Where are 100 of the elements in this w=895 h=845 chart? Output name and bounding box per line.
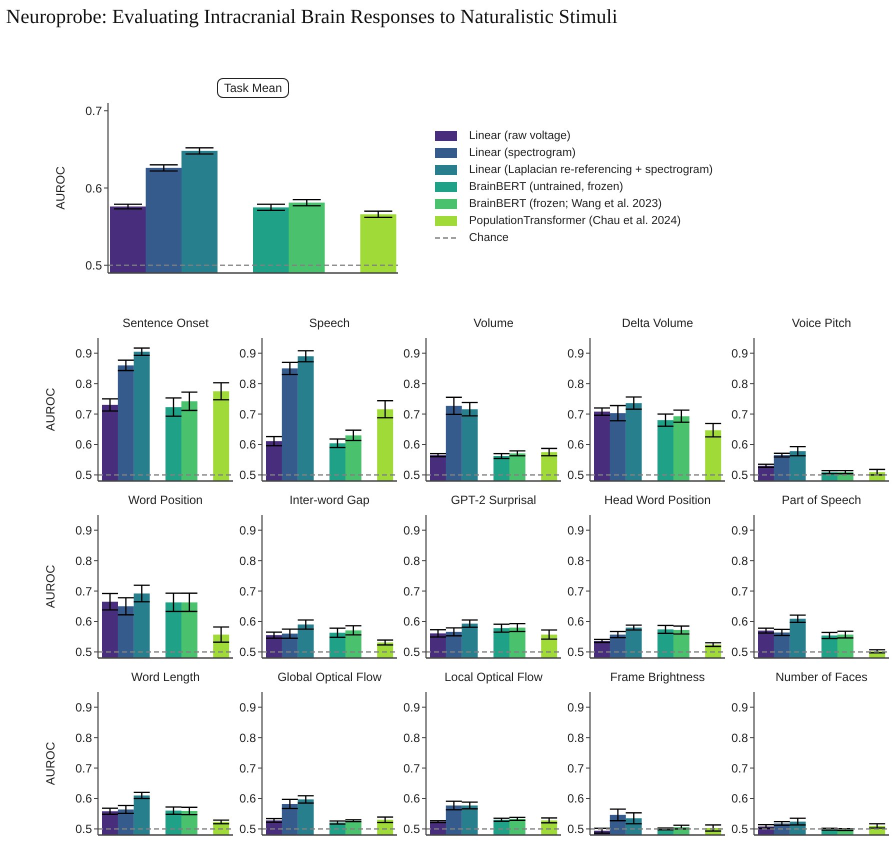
y-tick-label: 0.6 bbox=[567, 614, 584, 629]
y-tick-label: 0.8 bbox=[567, 730, 584, 745]
y-tick-label: 0.8 bbox=[567, 376, 584, 391]
y-tick-label: 0.7 bbox=[731, 584, 748, 598]
y-tick-label: 0.9 bbox=[731, 523, 748, 538]
y-tick-label: 0.5 bbox=[75, 822, 92, 836]
y-axis-title: AUROC bbox=[43, 564, 58, 608]
y-tick-label: 0.6 bbox=[239, 614, 256, 629]
y-tick-label: 0.9 bbox=[75, 700, 92, 714]
y-tick-label: 0.9 bbox=[75, 346, 92, 360]
y-tick-label: 0.8 bbox=[75, 730, 92, 745]
y-tick-label: 0.6 bbox=[403, 438, 420, 452]
y-tick-label: 0.7 bbox=[85, 104, 102, 118]
chart-title: Frame Brightness bbox=[609, 670, 706, 684]
legend-label: PopulationTransformer (Chau et al. 2024) bbox=[469, 214, 681, 226]
y-tick-label: 0.7 bbox=[75, 584, 92, 598]
y-tick-label: 0.5 bbox=[239, 822, 256, 836]
y-tick-label: 0.9 bbox=[731, 700, 748, 714]
y-tick-label: 0.5 bbox=[75, 645, 92, 660]
chart-title: Word Length bbox=[130, 670, 201, 684]
y-tick-label: 0.7 bbox=[567, 407, 584, 422]
chart-title: GPT-2 Surprisal bbox=[450, 493, 538, 507]
y-tick-label: 0.5 bbox=[239, 468, 256, 482]
y-tick-label: 0.7 bbox=[239, 584, 256, 598]
chart-subtitle: Task Mean bbox=[216, 78, 290, 98]
legend-label: Chance bbox=[469, 232, 509, 244]
y-tick-label: 0.7 bbox=[731, 761, 748, 776]
y-tick-label: 0.8 bbox=[403, 730, 420, 745]
y-tick-label: 0.8 bbox=[239, 376, 256, 391]
y-tick-label: 0.5 bbox=[731, 468, 748, 482]
y-tick-label: 0.8 bbox=[239, 554, 256, 568]
y-tick-label: 0.5 bbox=[731, 822, 748, 836]
y-tick-label: 0.9 bbox=[567, 346, 584, 360]
y-tick-label: 0.8 bbox=[403, 376, 420, 391]
y-tick-label: 0.7 bbox=[403, 584, 420, 598]
y-tick-label: 0.8 bbox=[731, 554, 748, 568]
chart-title: Inter-word Gap bbox=[288, 493, 371, 507]
y-tick-label: 0.8 bbox=[403, 554, 420, 568]
chart-title: Head Word Position bbox=[603, 493, 712, 507]
y-tick-label: 0.7 bbox=[567, 584, 584, 598]
y-tick-label: 0.9 bbox=[75, 523, 92, 538]
y-tick-label: 0.5 bbox=[567, 822, 584, 836]
y-tick-label: 0.5 bbox=[239, 645, 256, 660]
y-tick-label: 0.9 bbox=[403, 523, 420, 538]
y-tick-label: 0.6 bbox=[731, 614, 748, 629]
y-tick-label: 0.7 bbox=[75, 761, 92, 776]
y-tick-label: 0.9 bbox=[731, 346, 748, 360]
y-tick-label: 0.7 bbox=[567, 761, 584, 776]
legend-label: Linear (spectrogram) bbox=[469, 146, 576, 158]
y-axis-title: AUROC bbox=[43, 742, 58, 786]
y-axis-title: AUROC bbox=[53, 166, 68, 210]
y-tick-label: 0.8 bbox=[75, 554, 92, 568]
y-tick-label: 0.6 bbox=[239, 792, 256, 806]
y-tick-label: 0.5 bbox=[403, 822, 420, 836]
chart-title: Sentence Onset bbox=[121, 316, 210, 330]
y-tick-label: 0.9 bbox=[567, 700, 584, 714]
y-tick-label: 0.5 bbox=[403, 645, 420, 660]
y-tick-label: 0.6 bbox=[75, 438, 92, 452]
y-tick-label: 0.6 bbox=[85, 181, 102, 196]
y-tick-label: 0.8 bbox=[567, 554, 584, 568]
chart-title: Neuroprobe: Evaluating Intracranial Brain Responses to Naturalistic Stimuli bbox=[6, 6, 618, 29]
legend-label: BrainBERT (frozen; Wang et al. 2023) bbox=[469, 198, 662, 210]
chart-title: Local Optical Flow bbox=[443, 670, 544, 684]
y-tick-label: 0.7 bbox=[731, 407, 748, 422]
chart-title: Number of Faces bbox=[774, 670, 869, 684]
y-tick-label: 0.8 bbox=[731, 730, 748, 745]
y-tick-label: 0.9 bbox=[403, 700, 420, 714]
y-tick-label: 0.7 bbox=[75, 407, 92, 422]
chart-title: Word Position bbox=[127, 493, 204, 507]
y-tick-label: 0.6 bbox=[731, 438, 748, 452]
chart-title: Voice Pitch bbox=[790, 316, 852, 330]
chart-title: Delta Volume bbox=[620, 316, 694, 330]
y-tick-label: 0.5 bbox=[731, 645, 748, 660]
y-tick-label: 0.5 bbox=[85, 258, 102, 273]
y-tick-label: 0.7 bbox=[403, 407, 420, 422]
y-tick-label: 0.5 bbox=[567, 645, 584, 660]
y-tick-label: 0.6 bbox=[731, 792, 748, 806]
y-tick-label: 0.9 bbox=[239, 346, 256, 360]
y-tick-label: 0.5 bbox=[567, 468, 584, 482]
y-tick-label: 0.8 bbox=[75, 376, 92, 391]
y-tick-label: 0.6 bbox=[75, 792, 92, 806]
legend-label: BrainBERT (untrained, frozen) bbox=[469, 180, 624, 192]
y-tick-label: 0.5 bbox=[75, 468, 92, 482]
legend-label: Linear (raw voltage) bbox=[469, 130, 571, 142]
y-tick-label: 0.6 bbox=[567, 438, 584, 452]
y-tick-label: 0.6 bbox=[567, 792, 584, 806]
chart-title: Volume bbox=[472, 316, 515, 330]
y-tick-label: 0.9 bbox=[239, 700, 256, 714]
y-tick-label: 0.7 bbox=[239, 761, 256, 776]
y-tick-label: 0.5 bbox=[403, 468, 420, 482]
y-tick-label: 0.6 bbox=[75, 614, 92, 629]
y-tick-label: 0.8 bbox=[239, 730, 256, 745]
legend-label: Linear (Laplacian re-referencing + spectrogram) bbox=[469, 164, 713, 176]
y-tick-label: 0.9 bbox=[239, 523, 256, 538]
y-tick-label: 0.9 bbox=[403, 346, 420, 360]
y-tick-label: 0.7 bbox=[403, 761, 420, 776]
y-tick-label: 0.6 bbox=[403, 614, 420, 629]
y-axis-title: AUROC bbox=[43, 388, 58, 432]
chart-title: Speech bbox=[308, 316, 351, 330]
y-tick-label: 0.8 bbox=[731, 376, 748, 391]
